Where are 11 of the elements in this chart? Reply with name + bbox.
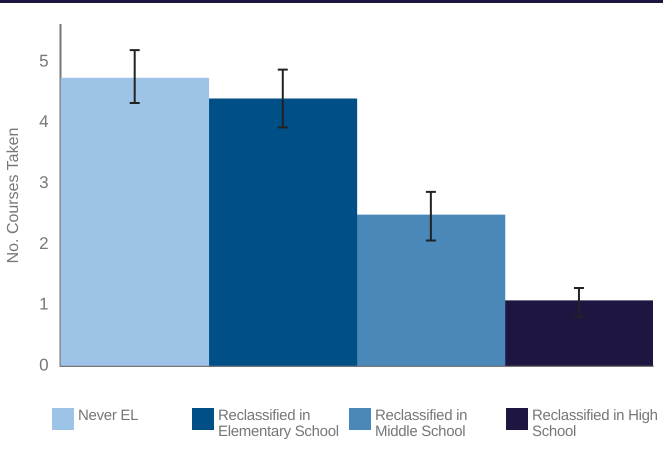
legend-label: Reclassified in Elementary School [218,407,340,440]
y-tick-label: 2 [39,234,49,253]
y-axis-title: No. Courses Taken [5,128,22,264]
y-tick-label: 3 [39,173,49,192]
y-tick-label: 4 [39,112,49,132]
legend-label: Reclassified in High School [532,407,659,440]
legend-label: Reclassified in Middle School [375,407,468,440]
y-tick-label: 5 [39,51,49,70]
y-tick-label: 0 [39,355,49,374]
legend-label: Never EL [78,407,140,424]
y-tick-label: 1 [39,294,49,314]
